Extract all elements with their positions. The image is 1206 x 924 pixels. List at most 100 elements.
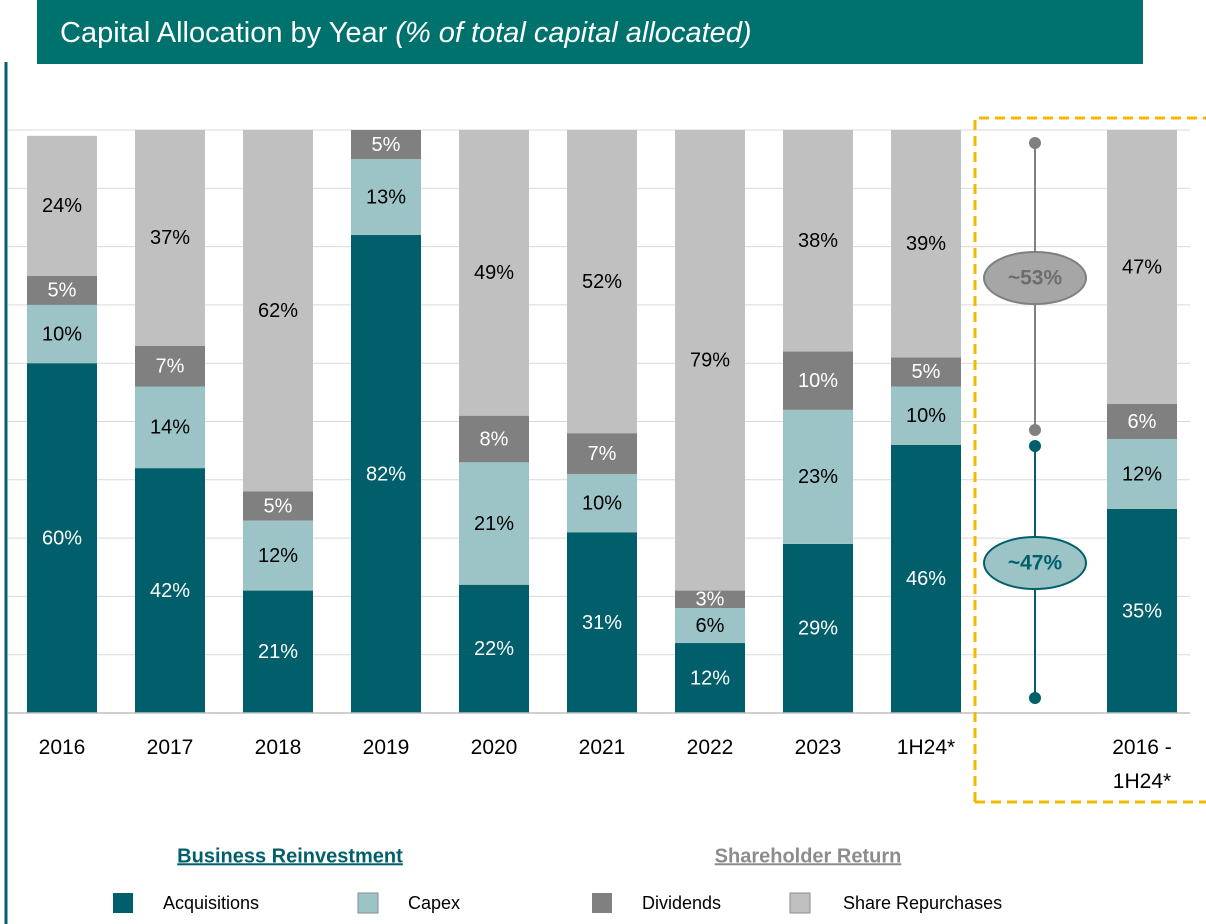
legend-group: Shareholder Return [715, 845, 902, 867]
bar-segment [783, 130, 853, 352]
data-label: 10% [906, 405, 946, 427]
data-label: 31% [582, 612, 622, 634]
data-label: 35% [1122, 600, 1162, 622]
bar-segment [1107, 438, 1177, 509]
data-label: 29% [798, 618, 838, 640]
data-label: 24% [42, 195, 82, 217]
bar-segment [891, 357, 961, 387]
x-tick-label: 2016 - 1H24* [1112, 736, 1172, 793]
x-tick-label: 2018 [254, 736, 302, 759]
legend-group: Business Reinvestment [177, 845, 403, 867]
bar-segment [243, 130, 313, 492]
data-label: 42% [150, 580, 190, 602]
data-label: 47% [1122, 256, 1162, 278]
data-label: 82% [366, 463, 406, 485]
data-label: 23% [798, 466, 838, 488]
legend-swatch [789, 892, 811, 914]
data-label: 12% [258, 545, 298, 567]
data-label: 12% [1122, 463, 1162, 485]
bar-segment [675, 643, 745, 713]
data-label: 5% [48, 280, 77, 302]
bar-segment [783, 351, 853, 410]
data-label: 10% [798, 370, 838, 392]
legend-label: Dividends [642, 893, 721, 913]
bar-segment [351, 159, 421, 235]
range-dot [1029, 440, 1041, 452]
bar-segment [27, 363, 97, 713]
x-tick-label: 2023 [794, 736, 842, 759]
bar-segment [243, 491, 313, 521]
data-label: 6% [1128, 411, 1157, 433]
chart-title-group: Capital Allocation by Year (% of total ca… [60, 17, 752, 49]
bar-segment [675, 608, 745, 644]
data-label: 37% [150, 227, 190, 249]
bar-segment [1107, 508, 1177, 713]
bar-segment [243, 590, 313, 713]
bar-segment [135, 468, 205, 713]
data-label: 39% [906, 233, 946, 255]
x-tick-label: 2016 [38, 736, 86, 759]
bar-segment [351, 234, 421, 713]
annotation-bubble [983, 251, 1087, 305]
data-label: 62% [258, 300, 298, 322]
x-tick-label: 2022 [686, 736, 734, 759]
x-tick-label: 2021 [578, 736, 626, 759]
data-label: 6% [696, 615, 725, 637]
chart-title: Capital Allocation by Year [60, 17, 388, 49]
data-label: 10% [42, 323, 82, 345]
bar-segment [27, 135, 97, 276]
data-label: 52% [582, 271, 622, 293]
bar-segment [459, 415, 529, 463]
data-label: 60% [42, 527, 82, 549]
legend-label: Acquisitions [163, 893, 259, 913]
bar-segment [135, 130, 205, 346]
bar-segment [567, 473, 637, 533]
data-label: 12% [690, 667, 730, 689]
bar-segment [783, 409, 853, 544]
bar-segment [891, 130, 961, 358]
bar-segment [891, 444, 961, 713]
bar-segment [675, 590, 745, 609]
bar-segment [27, 304, 97, 364]
bar-segment [459, 462, 529, 585]
range-dot [1029, 424, 1041, 436]
bar-segment [459, 584, 529, 713]
data-label: 5% [912, 361, 941, 383]
bar-segment [1107, 404, 1177, 439]
data-label: 21% [258, 641, 298, 663]
legend-label: Share Repurchases [843, 893, 1002, 913]
data-label: 5% [372, 134, 401, 156]
title-banner [37, 0, 1143, 64]
range-dot [1029, 692, 1041, 704]
bar-segment [567, 130, 637, 434]
bar-segment [1107, 130, 1177, 405]
data-label: 22% [474, 638, 514, 660]
bar-segment [567, 532, 637, 713]
data-label: 49% [474, 262, 514, 284]
range-dot [1029, 137, 1041, 149]
data-label: 8% [480, 428, 509, 450]
annotation: ~47% [1008, 552, 1063, 575]
legend-swatch [113, 893, 133, 913]
legend-swatch [357, 892, 379, 914]
bar-segment [135, 386, 205, 469]
x-tick-label: 1H24* [896, 736, 956, 759]
data-label: 13% [366, 186, 406, 208]
data-label: 79% [690, 350, 730, 372]
data-label: 5% [264, 495, 293, 517]
bar-segment [135, 345, 205, 387]
data-label: 14% [150, 417, 190, 439]
data-label: 3% [696, 589, 725, 611]
bar-segment [567, 433, 637, 474]
legend-label: Capex [408, 893, 460, 913]
x-tick-label: 2017 [146, 736, 194, 759]
highlight-bracket [973, 116, 1206, 802]
bar-segment [891, 386, 961, 445]
x-tick-label: 2019 [362, 736, 410, 759]
chart-subtitle: (% of total capital allocated) [395, 17, 751, 49]
data-label: 10% [582, 492, 622, 514]
bar-segment [243, 520, 313, 591]
x-tick-label: 2020 [470, 736, 518, 759]
annotation: ~53% [1008, 267, 1063, 290]
